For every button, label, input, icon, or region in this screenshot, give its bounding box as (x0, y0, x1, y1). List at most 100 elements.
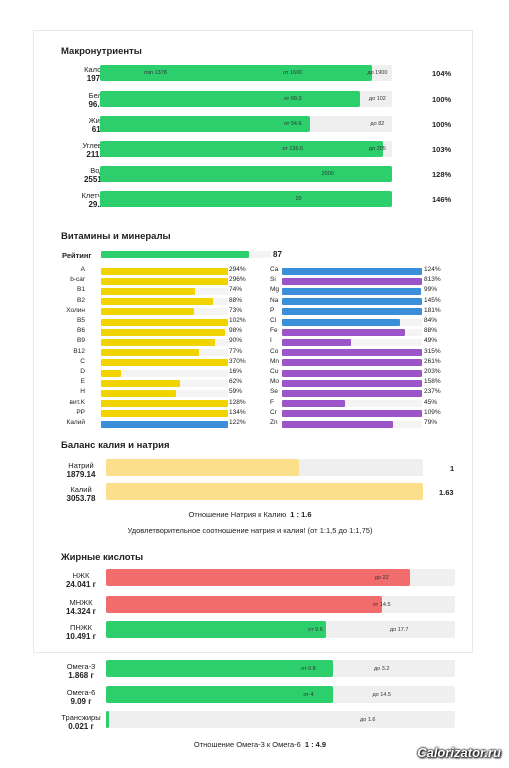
vitamin-bar-track (282, 410, 422, 418)
vitamin-bar-fill (282, 328, 406, 336)
vitamin-name: PP (76, 408, 85, 416)
vitamin-name: D (80, 368, 85, 375)
fatty-value: 10.491 г (65, 632, 97, 641)
macro-label: Углеводы 211.3 г (70, 141, 128, 159)
fatty-norm-tick: до 17.7 (389, 626, 409, 633)
vitamin-bar-fill (282, 359, 422, 367)
vitamin-percent: 59% (229, 388, 243, 396)
fatty-value: 24.041 г (65, 580, 97, 589)
balance-ratio-part: 1.63 (439, 488, 454, 497)
vitamin-bar-fill (282, 298, 422, 306)
vitamin-bar-track (101, 379, 228, 387)
vitamin-name: Co (270, 347, 279, 355)
balance-bar-track (106, 483, 423, 500)
vitamin-name: B1 (77, 286, 85, 294)
watermark: Calorizator.ru (417, 745, 501, 760)
fatty-value: 9.09 г (70, 697, 92, 706)
vitamin-bar-track (282, 287, 422, 295)
vitamin-percent: 296% (229, 276, 246, 284)
vitamin-bar-track (101, 267, 228, 275)
balance-ratio-text: Отношение Натрия к Калию (188, 510, 287, 519)
balance-label: Натрий 1879.14 (60, 461, 102, 479)
vitamin-percent: 88% (424, 327, 438, 335)
macro-name: Калории (84, 65, 114, 74)
macro-norm-tick: до 205 (368, 146, 386, 152)
macro-bar-fill (100, 91, 360, 107)
balance-ratio-part: 1 (450, 464, 455, 473)
fatty-norm-tick: до 22 (374, 574, 389, 581)
vitamin-percent: 79% (424, 419, 438, 426)
vitamin-bar-track (101, 298, 228, 306)
macro-percent: 146% (432, 195, 452, 204)
fatty-label: Омега-6 9.09 г (60, 688, 102, 706)
vitamin-percent: 109% (424, 408, 441, 416)
vitamin-percent: 158% (424, 378, 441, 386)
vitamin-name: вит.K (69, 398, 85, 406)
vitamin-bar-track (282, 267, 422, 275)
omega-ratio-value: 1 : 4.9 (304, 740, 327, 749)
omega-ratio-text: Отношение Омега-3 к Омега-6 (193, 740, 301, 749)
vitamin-name: Холин (66, 306, 85, 314)
fatty-name: Омега-3 (66, 662, 96, 671)
vitamin-percent: 98% (229, 327, 243, 335)
vitamin-name: b-car (70, 276, 85, 284)
vitamin-bar-fill (282, 420, 393, 428)
fatty-name: Трансжиры (61, 713, 101, 722)
vitamin-bar-fill (282, 389, 422, 397)
balance-value: 1879.14 (66, 470, 96, 479)
balance-name: Натрий (68, 461, 94, 470)
vitamin-percent: 315% (424, 347, 441, 355)
vitamin-bar-track (101, 410, 228, 418)
fatty-bar-track: от 0.8 до 3.2 (106, 660, 455, 677)
fatty-bar-fill (106, 596, 382, 613)
vitamin-name: B5 (77, 317, 85, 324)
macro-percent: 100% (432, 120, 452, 129)
macro-bar-track: min 1378 от 1600 до 1900 (100, 65, 392, 81)
vitamin-bar-fill (282, 369, 422, 377)
vitamin-bar-track (101, 359, 228, 367)
vitamin-name: Mg (270, 286, 280, 294)
vitamin-name: Cu (270, 368, 279, 375)
vitamins-title: Витамины и минералы (61, 231, 171, 242)
balance-ratio: Отношение Натрия к Калию 1 : 1.6 (100, 510, 400, 519)
macro-norm-tick: до 1900 (367, 70, 388, 76)
vitamin-bar-fill (101, 298, 213, 306)
vitamin-name: Cr (270, 408, 277, 416)
vitamin-bar-fill (282, 287, 421, 295)
vitamin-bar-fill (282, 267, 422, 275)
macro-norm-tick: от 68.3 (283, 96, 302, 102)
macro-name: Белки (88, 91, 110, 100)
vitamin-name: B9 (77, 337, 85, 345)
macro-norm-tick: до 82 (370, 121, 385, 127)
vitamin-bar-track (101, 308, 228, 316)
vitamin-percent: 370% (229, 357, 246, 365)
macro-name: Клетчатка (81, 191, 117, 200)
fatty-label: Трансжиры 0.021 г (60, 713, 102, 731)
vitamin-bar-fill (282, 349, 422, 357)
vitamin-percent: 99% (424, 286, 438, 294)
rating-bar-fill (101, 251, 249, 258)
vitamin-bar-fill (101, 338, 216, 346)
fatty-label: Омега-3 1.868 г (60, 662, 102, 680)
macro-norm-tick: от 1600 (283, 70, 303, 76)
vitamin-percent: 261% (424, 357, 441, 365)
vitamin-bar-track (101, 287, 228, 295)
fatty-bar-fill (106, 621, 326, 638)
vitamin-bar-fill (101, 318, 228, 326)
macro-bar-track: от 54.6 до 82 (100, 116, 392, 132)
fatty-norm-tick: до 14.5 (372, 691, 391, 698)
vitamin-percent: 102% (229, 317, 246, 324)
vitamin-percent: 145% (424, 296, 441, 304)
fatty-norm-tick: от 9.6 (308, 626, 323, 633)
fatty-norm-tick: от 0.8 (301, 665, 316, 672)
vitamin-name: F (270, 398, 274, 406)
balance-verdict: Удовлетворительное соотношение натрия и … (127, 526, 373, 535)
vitamin-bar-track (282, 389, 422, 397)
vitamin-percent: 62% (229, 378, 243, 386)
vitamin-percent: 90% (229, 337, 243, 345)
fatty-value: 0.021 г (68, 722, 94, 731)
fatty-bar-fill (106, 660, 333, 677)
vitamin-name: I (270, 337, 272, 345)
macro-percent: 103% (432, 145, 452, 154)
vitamin-bar-fill (101, 277, 228, 285)
